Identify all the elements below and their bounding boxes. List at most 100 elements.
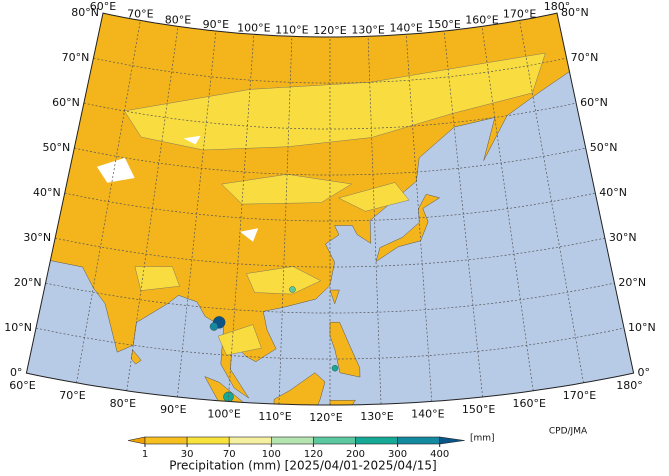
colorbar-tick-label: 1 [142, 449, 148, 460]
missing-data [240, 228, 259, 242]
longitude-label-bottom: 70°E [59, 389, 85, 402]
colorbar-bin [397, 436, 441, 445]
latitude-label-left: 0° [10, 366, 23, 379]
credit: CPD/JMA [549, 427, 588, 437]
longitude-label-bottom: 120°E [309, 411, 342, 424]
meridian [76, 20, 141, 383]
latitude-label-right: 60°N [580, 96, 608, 109]
longitude-label-bottom: 170°E [563, 389, 596, 402]
heavy-precip [331, 364, 339, 372]
map-area [25, 12, 635, 424]
latitude-label-right: 30°N [609, 231, 637, 244]
colorbar-bin [270, 436, 314, 445]
parallel [64, 192, 596, 222]
latitude-label-right: 80°N [561, 6, 589, 19]
longitude-label-bottom: 160°E [512, 397, 545, 410]
latitude-label-left: 10°N [4, 321, 32, 334]
latitude-label-left: 30°N [23, 231, 51, 244]
latitude-label-right: 40°N [599, 186, 627, 199]
colorbar-tick-label: 300 [388, 449, 407, 460]
colorbar-bin [228, 436, 272, 445]
colorbar-bin [186, 436, 230, 445]
latitude-label-right: 20°N [618, 276, 646, 289]
longitude-label-top: 170°E [503, 7, 536, 20]
latitude-label-left: 80°N [71, 6, 99, 19]
missing-data [183, 135, 201, 145]
latitude-label-right: 50°N [590, 141, 618, 154]
precip-patch [338, 182, 410, 212]
longitude-label-top: 140°E [389, 21, 422, 34]
latitude-label-left: 40°N [33, 186, 61, 199]
parallel [35, 327, 625, 360]
longitude-label-bottom: 90°E [160, 403, 186, 416]
colorbar-tick-label: 30 [181, 449, 194, 460]
map-border [25, 12, 635, 406]
landmass [329, 321, 361, 378]
colorbar-arrow [127, 436, 146, 445]
colorbar-bin [144, 436, 188, 445]
longitude-label-top: 110°E [275, 23, 308, 36]
landmass [375, 194, 441, 263]
parallel [55, 237, 605, 268]
meridian [405, 34, 433, 402]
colorbar-bin [313, 436, 356, 445]
land [50, 13, 570, 424]
meridian [367, 36, 382, 405]
colorbar-tick-label: 70 [223, 449, 236, 460]
meridian [278, 36, 293, 405]
meridian [227, 34, 255, 402]
longitude-label-bottom: 150°E [462, 403, 495, 416]
colorbar-tick-label: 200 [346, 449, 365, 460]
heavy-precip [209, 322, 219, 331]
landmass [131, 349, 142, 365]
meridian [126, 26, 179, 391]
longitude-label-bottom: 110°E [258, 410, 291, 423]
longitude-label-top: 150°E [427, 18, 460, 31]
precip-patch [217, 324, 262, 356]
latitude-label-left: 50°N [43, 141, 71, 154]
latitude-label-right: 0° [638, 366, 651, 379]
longitude-label-top: 90°E [203, 18, 229, 31]
precip-patch [134, 266, 180, 291]
longitude-label-top: 120°E [313, 24, 346, 37]
latitude-label-right: 10°N [628, 321, 656, 334]
colorbar-bin [355, 436, 398, 445]
colorbar-unit: [mm] [470, 434, 495, 444]
longitude-label-top: 160°E [465, 13, 498, 26]
parallel [74, 147, 586, 176]
precip-patch [246, 266, 322, 295]
landmass [273, 372, 326, 405]
longitude-label-top: 60°E [90, 0, 116, 13]
meridian [481, 26, 534, 391]
latitude-label-right: 70°N [571, 51, 599, 64]
precip-patch [221, 174, 353, 205]
heavy-precip [289, 286, 296, 293]
title: Precipitation (mm) [2025/04/01-2025/04/1… [169, 459, 436, 473]
longitude-label-top: 70°E [127, 7, 153, 20]
latitude-label-left: 20°N [14, 276, 42, 289]
parallel [83, 102, 577, 130]
longitude-label-bottom: 140°E [411, 407, 444, 420]
heavy-precip [299, 414, 309, 424]
longitude-label-bottom: 180° [616, 379, 643, 392]
missing-data [96, 157, 135, 183]
landmass [329, 399, 356, 405]
parallel [93, 57, 567, 84]
longitude-label-top: 180° [544, 0, 571, 13]
colorbar-tick-label: 120 [304, 449, 323, 460]
landmass [329, 289, 340, 305]
longitude-label-bottom: 100°E [207, 407, 240, 420]
colorbar-tick-label: 100 [262, 449, 281, 460]
colorbar-tick-label: 400 [430, 449, 449, 460]
longitude-label-bottom: 60°E [9, 379, 35, 392]
longitude-label-top: 100°E [237, 21, 270, 34]
longitude-label-bottom: 80°E [110, 397, 136, 410]
parallel [45, 282, 615, 314]
meridian [519, 20, 584, 383]
latitude-label-left: 60°N [52, 96, 80, 109]
longitude-label-top: 130°E [351, 23, 384, 36]
latitude-label-left: 70°N [62, 51, 90, 64]
longitude-label-top: 80°E [165, 13, 191, 26]
longitude-label-bottom: 130°E [360, 410, 393, 423]
